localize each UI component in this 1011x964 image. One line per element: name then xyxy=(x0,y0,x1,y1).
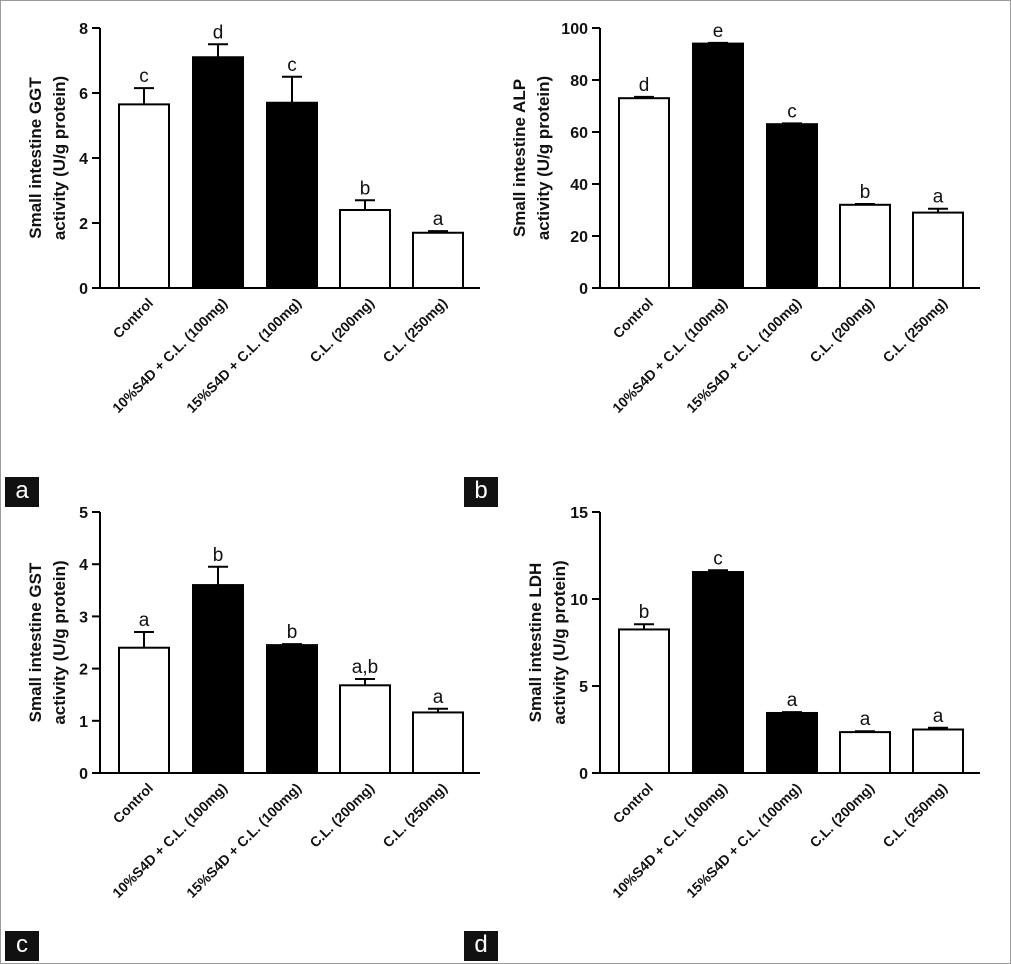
panel-b: 0 20 40 60 80 100 Small intestine ALP activity … xyxy=(464,1,1001,507)
y-axis-title: Small intestine LDH xyxy=(526,563,545,723)
bar xyxy=(339,209,391,289)
y-axis-title: activity (U/g protein) xyxy=(50,560,69,724)
significance-letter: a,b xyxy=(352,657,378,678)
significance-letter: a xyxy=(787,690,798,711)
significance-letter: b xyxy=(639,602,650,623)
bar xyxy=(266,101,318,289)
significance-letter: b xyxy=(360,178,371,199)
y-tick-label: 5 xyxy=(579,679,588,696)
bar xyxy=(839,731,891,774)
significance-letter: c xyxy=(713,548,723,569)
significance-letter: b xyxy=(287,622,298,643)
bar xyxy=(412,711,464,774)
y-axis-title: activity (U/g protein) xyxy=(550,560,569,724)
bar xyxy=(412,231,464,289)
category-label: C.L. (250mg) xyxy=(879,295,950,366)
y-axis-title: Small intestine ALP xyxy=(510,79,529,237)
panel-c: 0 1 2 3 4 5 Small intestine GST activity (U/g p… xyxy=(1,483,501,961)
significance-letter: d xyxy=(639,75,650,96)
panel-label-b: b xyxy=(464,477,498,507)
significance-letter: c xyxy=(139,66,149,87)
y-tick-label: 40 xyxy=(570,177,588,194)
y-tick-label: 5 xyxy=(79,505,88,522)
category-label: C.L. (250mg) xyxy=(879,780,950,851)
y-tick-label: 15 xyxy=(570,505,588,522)
y-tick-label: 1 xyxy=(79,714,88,731)
significance-letter: a xyxy=(433,687,444,708)
significance-letter: c xyxy=(787,101,797,122)
bar xyxy=(839,203,891,289)
category-label: Control xyxy=(110,780,157,827)
y-tick-label: 0 xyxy=(79,281,88,298)
bar xyxy=(192,56,244,289)
y-tick-label: 2 xyxy=(79,662,88,679)
y-tick-label: 2 xyxy=(79,216,88,233)
category-label: C.L. (200mg) xyxy=(806,780,877,851)
significance-letter: a xyxy=(139,610,150,631)
y-tick-label: 6 xyxy=(79,86,88,103)
y-tick-label: 100 xyxy=(561,21,588,38)
significance-letter: e xyxy=(713,21,724,42)
y-tick-label: 0 xyxy=(79,766,88,783)
significance-letter: a xyxy=(933,706,944,727)
significance-letter: c xyxy=(287,55,297,76)
bar xyxy=(118,103,170,289)
plot-area: 0 5 10 15 Small intestine LDH activity (U/g p… xyxy=(526,505,980,901)
bar xyxy=(692,42,744,289)
bar xyxy=(118,646,170,774)
plot-area: 0 2 4 6 8 Small intestine GGT activity (U/g pr… xyxy=(26,21,480,416)
y-tick-label: 0 xyxy=(579,766,588,783)
y-tick-label: 4 xyxy=(79,151,88,168)
significance-letter: a xyxy=(860,709,871,730)
y-tick-label: 0 xyxy=(579,281,588,298)
bar xyxy=(618,628,670,774)
panel-d: 0 5 10 15 Small intestine LDH activity (U/g p… xyxy=(464,483,1001,961)
category-label: Control xyxy=(610,295,657,342)
significance-letter: b xyxy=(213,545,224,566)
category-label: C.L. (250mg) xyxy=(379,780,450,851)
y-tick-label: 3 xyxy=(79,609,88,626)
y-axis-title: Small intestine GST xyxy=(26,562,45,722)
bar xyxy=(192,584,244,774)
bar xyxy=(766,711,818,774)
significance-letter: d xyxy=(213,22,224,43)
significance-letter: b xyxy=(860,182,871,203)
y-tick-label: 20 xyxy=(570,229,588,246)
chart-a: 0 2 4 6 8 Small intestine GGT activity (U/g pr… xyxy=(26,21,480,416)
y-tick-label: 8 xyxy=(79,21,88,38)
panel-label-d: d xyxy=(464,931,498,961)
bar xyxy=(692,571,744,774)
category-label: C.L. (250mg) xyxy=(379,295,450,366)
category-label: Control xyxy=(110,295,157,342)
plot-area: 0 20 40 60 80 100 Small intestine ALP activity … xyxy=(510,21,980,416)
category-label: Control xyxy=(610,780,657,827)
chart-d: 0 5 10 15 Small intestine LDH activity (U/g p… xyxy=(526,505,980,901)
y-tick-label: 10 xyxy=(570,592,588,609)
bar xyxy=(766,123,818,289)
y-axis-title: Small intestine GGT xyxy=(26,77,45,239)
y-axis-title: activity (U/g protein) xyxy=(50,76,69,240)
panel-label-a: a xyxy=(5,477,39,507)
y-tick-label: 4 xyxy=(79,557,88,574)
y-axis-title: activity (U/g protein) xyxy=(534,76,553,240)
bar xyxy=(266,644,318,774)
panel-a: 0 2 4 6 8 Small intestine GGT activity (U/g pr… xyxy=(1,1,501,507)
significance-letter: a xyxy=(433,209,444,230)
category-label: C.L. (200mg) xyxy=(306,295,377,366)
category-label: C.L. (200mg) xyxy=(806,295,877,366)
y-tick-label: 80 xyxy=(570,73,588,90)
significance-letter: a xyxy=(933,187,944,208)
bar xyxy=(339,684,391,774)
panel-label-c: c xyxy=(5,931,39,961)
category-label: C.L. (200mg) xyxy=(306,780,377,851)
bar xyxy=(912,211,964,290)
y-tick-label: 60 xyxy=(570,125,588,142)
bar xyxy=(618,97,670,289)
chart-b: 0 20 40 60 80 100 Small intestine ALP activity … xyxy=(510,21,980,416)
bar xyxy=(912,728,964,774)
plot-area: 0 1 2 3 4 5 Small intestine GST activity (U/g p… xyxy=(26,505,480,901)
chart-c: 0 1 2 3 4 5 Small intestine GST activity (U/g p… xyxy=(26,505,480,901)
